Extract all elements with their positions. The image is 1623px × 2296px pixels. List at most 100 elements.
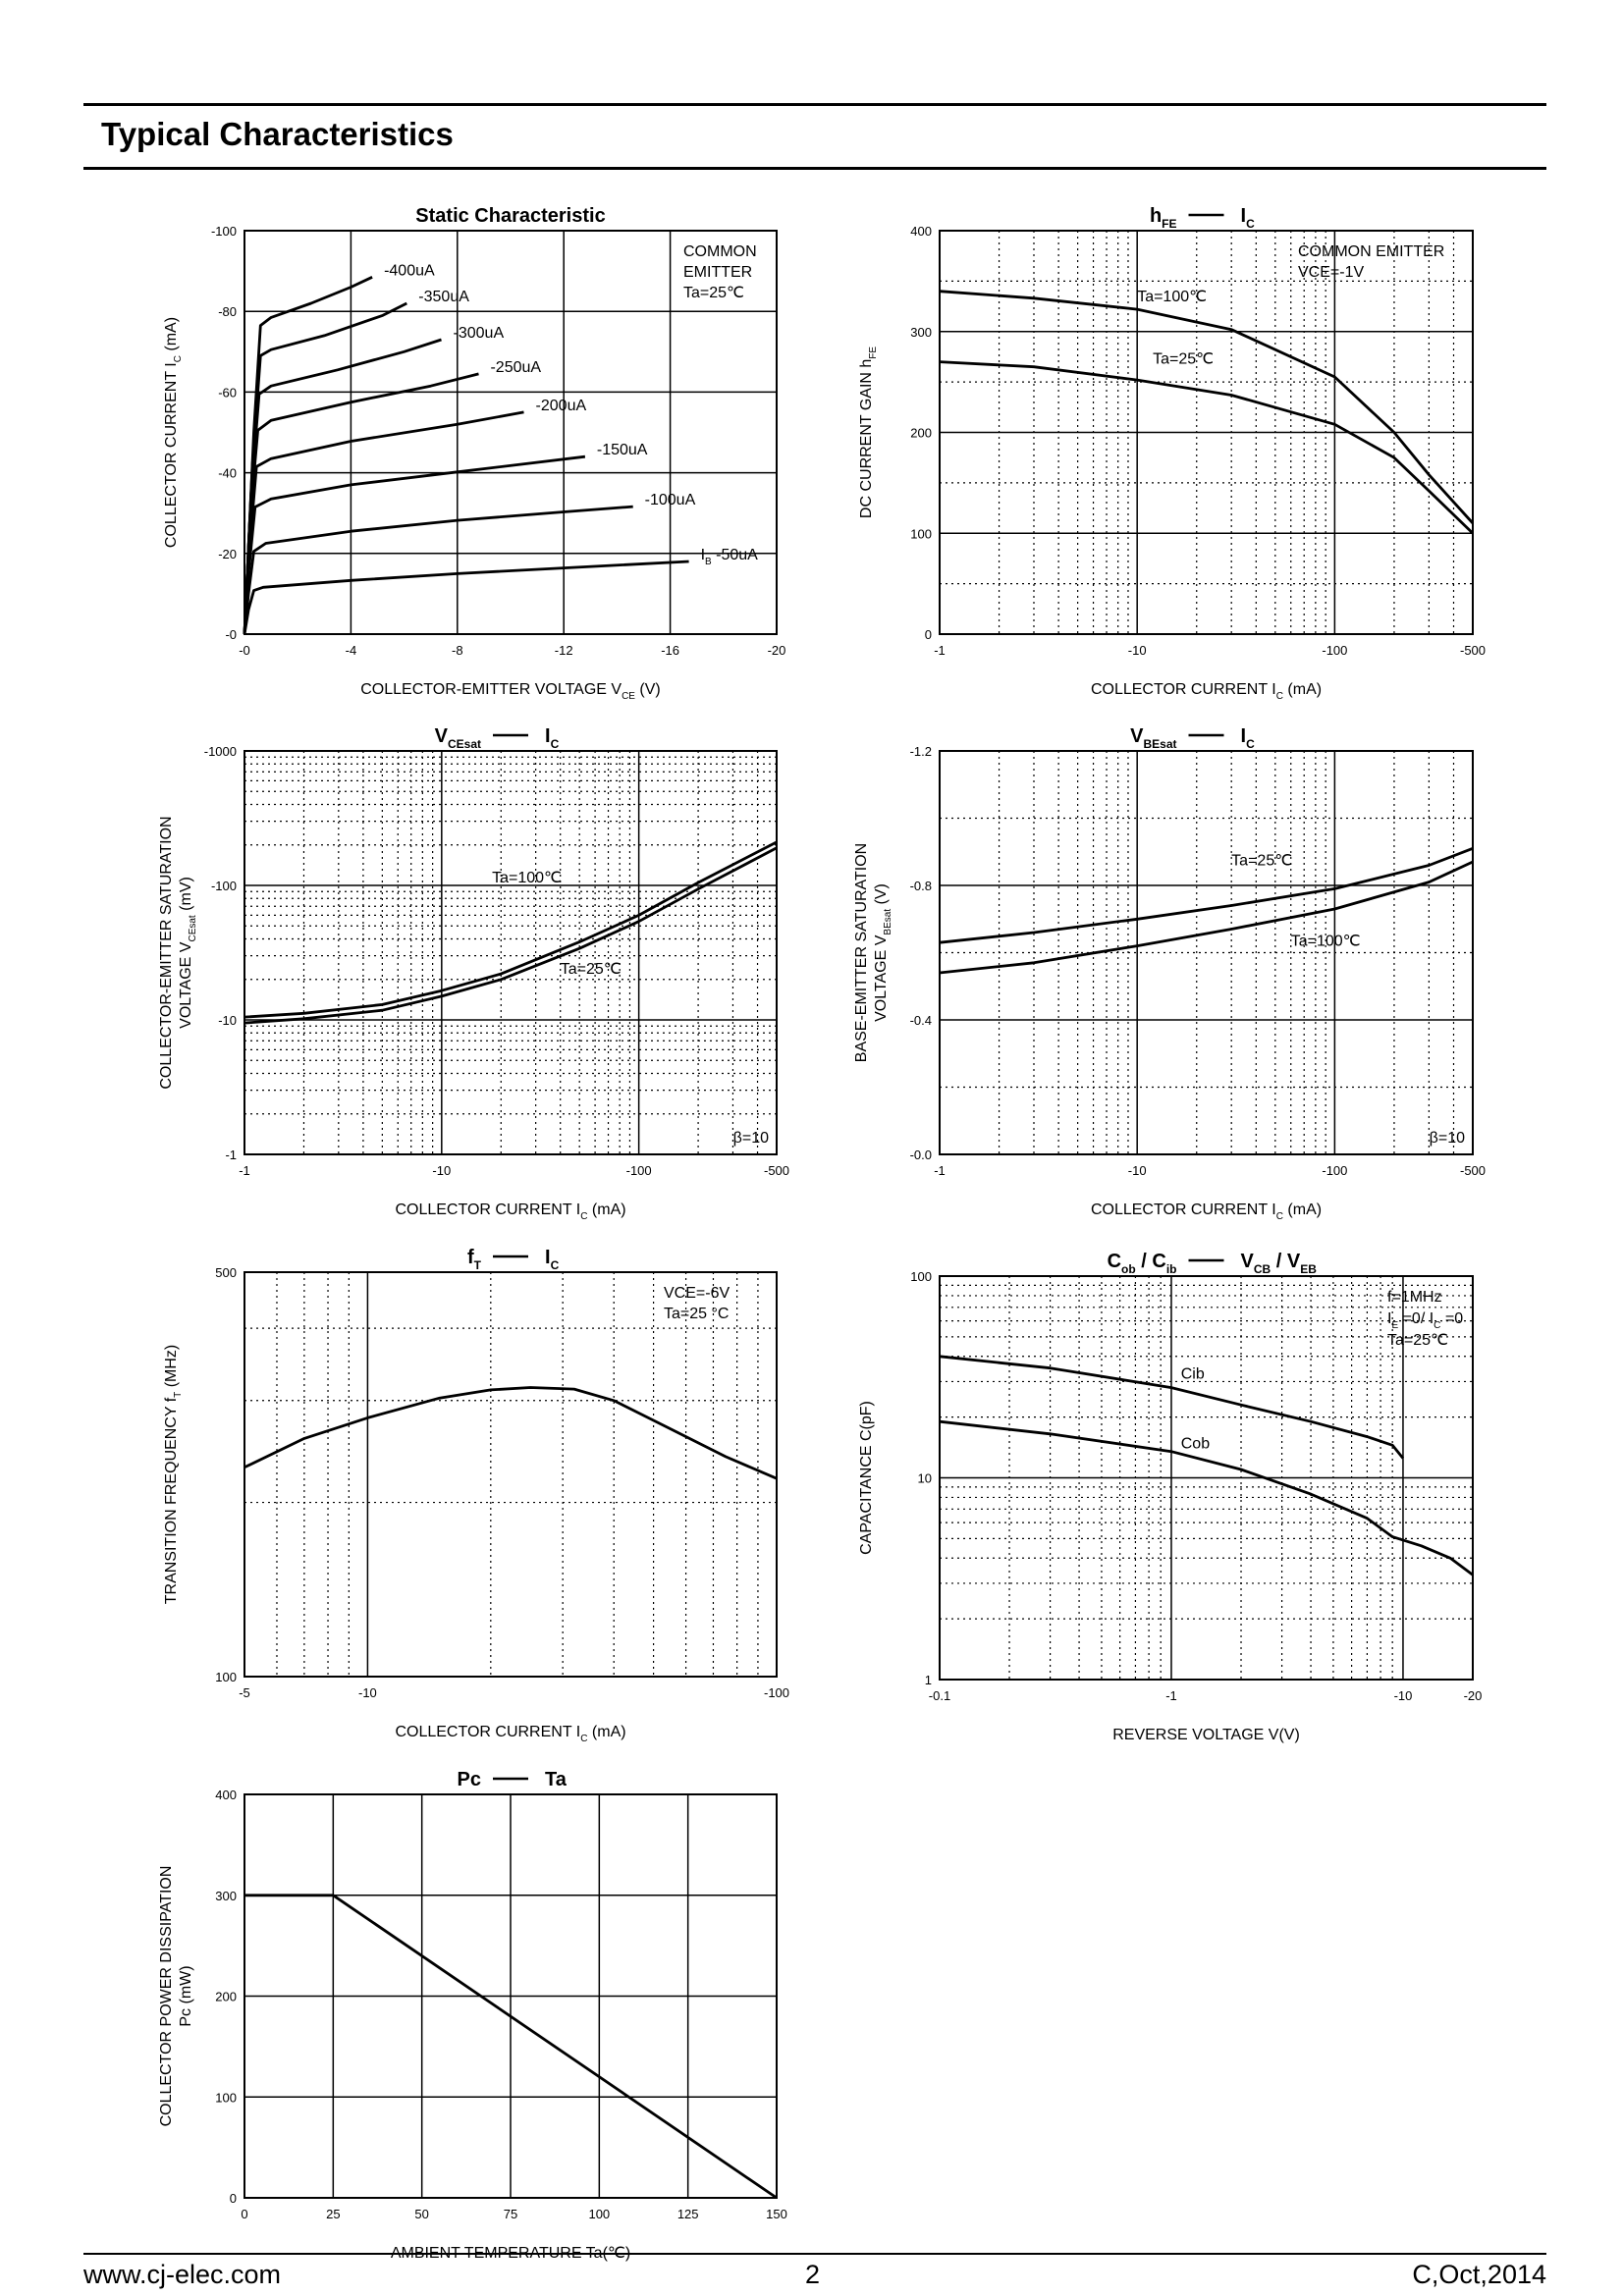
plot-frame [939, 230, 1474, 635]
chart-annotation: COMMON [683, 243, 757, 260]
x-tick-label: -100 [1322, 643, 1347, 658]
x-tick-label: -1 [934, 1163, 946, 1178]
chart-title: Static Characteristic [415, 205, 605, 227]
series-line [939, 1419, 1474, 1576]
y-tick-label: -0 [225, 627, 237, 642]
y-tick-label: -60 [218, 385, 237, 400]
y-tick-label: 0 [925, 627, 932, 642]
y-tick-label: -1000 [204, 744, 237, 759]
chart-title-right: Ta [545, 1769, 568, 1790]
chart-cap: -0.1 -1 -10 -20 1 10 100 Cob / Cib VCB / VEB RE… [858, 1251, 1482, 1743]
y-axis-label: CAPACITANCE C(pF) [858, 1401, 875, 1555]
series-line [939, 860, 1474, 975]
x-tick-label: -20 [1464, 1688, 1483, 1703]
x-tick-label: 50 [414, 2207, 428, 2221]
series-line [243, 276, 373, 635]
y-tick-label: -40 [218, 466, 237, 481]
x-tick-label: -0 [239, 643, 250, 658]
chart-title-left: VBEsat [1130, 725, 1176, 751]
series-label: Ta=25℃ [561, 961, 622, 978]
y-tick-label: -0.4 [910, 1013, 932, 1028]
chart-hfe: -1 -10 -100 -500 0 100 200 300 400 hFE IC COLLECT… [858, 205, 1486, 702]
x-tick-label: 75 [504, 2207, 517, 2221]
series-line [939, 290, 1475, 524]
x-tick-label: 25 [326, 2207, 340, 2221]
y-tick-label: -1.2 [910, 744, 932, 759]
x-axis-label: COLLECTOR CURRENT IC (mA) [395, 1201, 625, 1222]
y-tick-label: -0.8 [910, 879, 932, 893]
series-label: IB -50uA [701, 547, 759, 567]
x-tick-label: 100 [588, 2207, 610, 2221]
grid [244, 751, 777, 1154]
grid [940, 751, 1473, 1154]
x-axis-label: REVERSE VOLTAGE V(V) [1112, 1727, 1300, 1743]
chart-title-right: IC [545, 725, 560, 751]
series-label: -250uA [490, 359, 541, 376]
x-tick-label: -1 [239, 1163, 250, 1178]
chart-annotation: β=10 [733, 1130, 769, 1147]
y-tick-label: -100 [211, 879, 237, 893]
y-tick-label: -0.0 [910, 1148, 932, 1162]
top-rule [83, 103, 1546, 106]
chart-ft: -5 -10 -100 100 500 fT IC COLLECTOR CURRENT I… [163, 1247, 789, 1744]
y-tick-label: 100 [215, 1670, 237, 1684]
y-axis-label-2: Pc (mW) [178, 1965, 194, 2026]
chart-annotation: Ta=25℃ [683, 285, 744, 301]
series-line [939, 846, 1474, 944]
x-tick-label: 150 [766, 2207, 787, 2221]
footer-rule [83, 2253, 1546, 2255]
x-tick-label: -10 [432, 1163, 451, 1178]
series-label: -350uA [418, 289, 469, 305]
series-line [244, 1894, 778, 2200]
series-label: -100uA [645, 492, 696, 508]
y-tick-label: 200 [910, 426, 932, 441]
x-tick-label: -500 [1460, 643, 1486, 658]
chart-title-right: VCB / VEB [1241, 1251, 1318, 1276]
series-line [939, 1355, 1405, 1460]
chart-annotation: f=1MHz [1387, 1289, 1442, 1306]
chart-annotation: VCE=-6V [664, 1285, 730, 1302]
series-label: Ta=25℃ [1231, 852, 1292, 869]
x-tick-label: -10 [1394, 1688, 1413, 1703]
plot-frame [243, 750, 778, 1155]
y-tick-label: -1 [225, 1148, 237, 1162]
x-tick-label: -12 [555, 643, 573, 658]
x-tick-label: -1 [1165, 1688, 1177, 1703]
series-label: -400uA [384, 262, 435, 279]
grid [244, 1272, 777, 1677]
series-line [243, 372, 479, 635]
x-tick-label: -500 [1460, 1163, 1486, 1178]
y-tick-label: 500 [215, 1265, 237, 1280]
y-axis-label-2: VOLTAGE VBEsat (V) [873, 883, 893, 1022]
x-tick-label: -10 [1128, 643, 1147, 658]
x-tick-label: -0.1 [929, 1688, 950, 1703]
y-tick-label: 300 [215, 1889, 237, 1903]
chart-title-left: hFE [1150, 205, 1177, 231]
x-tick-label: -100 [1322, 1163, 1347, 1178]
chart-annotation: Ta=25℃ [1387, 1332, 1448, 1349]
series-label: Ta=100℃ [492, 870, 562, 886]
chart-annotation: Ta=25 °C [664, 1306, 729, 1322]
x-tick-label: -1 [934, 643, 946, 658]
plot-frame [243, 1793, 778, 2199]
x-tick-label: -500 [764, 1163, 789, 1178]
x-tick-label: -10 [358, 1685, 377, 1700]
series-label: Cob [1181, 1435, 1210, 1452]
y-axis-label: BASE-EMITTER SATURATION [853, 843, 870, 1062]
y-axis-label: DC CURRENT GAIN hFE [858, 347, 879, 518]
chart-title-left: Cob / Cib [1108, 1251, 1177, 1276]
y-tick-label: 100 [910, 1269, 932, 1284]
y-tick-label: -10 [218, 1013, 237, 1028]
chart-title-right: IC [1241, 725, 1256, 751]
y-tick-label: 400 [910, 224, 932, 239]
footer-url[interactable]: www.cj-elec.com [83, 2260, 282, 2289]
y-tick-label: 10 [918, 1471, 932, 1486]
y-tick-label: 200 [215, 1990, 237, 2004]
series-line [243, 840, 778, 1019]
y-tick-label: -100 [211, 224, 237, 239]
series-label: Ta=25℃ [1153, 351, 1214, 368]
y-tick-label: 300 [910, 325, 932, 340]
chart-annotation: EMITTER [683, 264, 752, 281]
plot-frame [939, 750, 1474, 1155]
